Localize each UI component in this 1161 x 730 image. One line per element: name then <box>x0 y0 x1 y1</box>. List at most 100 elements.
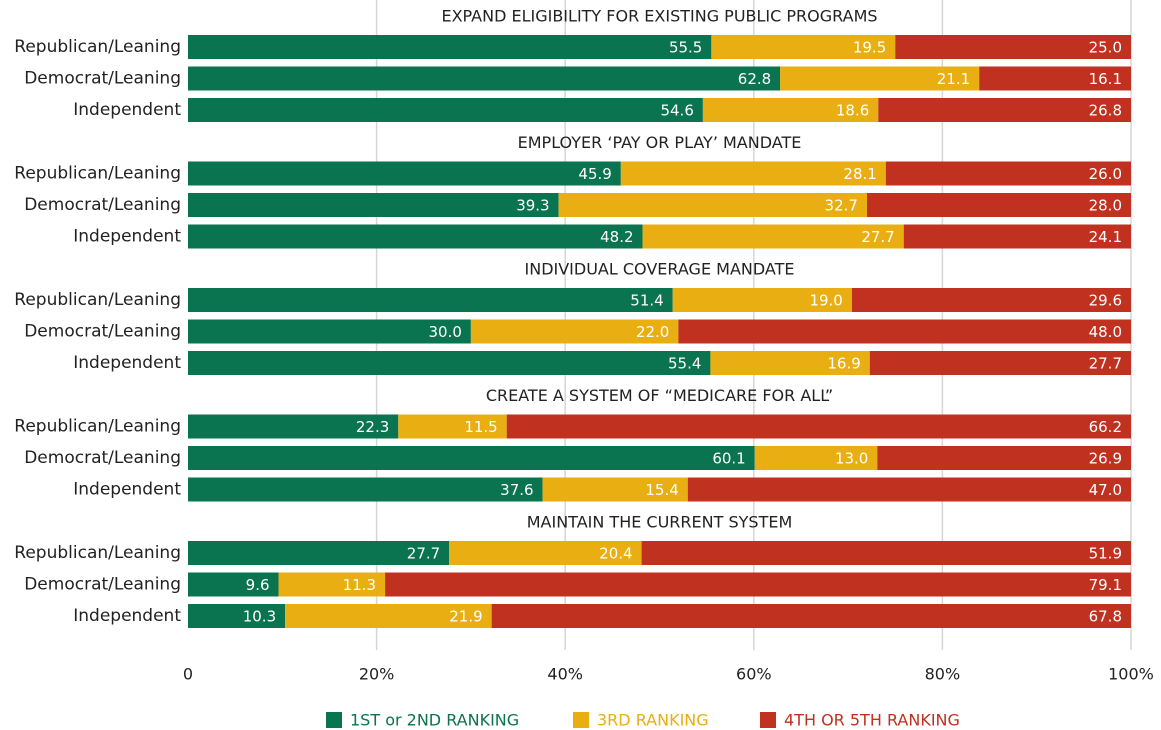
bar-segment <box>188 288 673 312</box>
value-label: 15.4 <box>645 481 678 499</box>
bar-segment <box>470 319 679 344</box>
bar-segment <box>385 572 1131 597</box>
panel-title: MAINTAIN THE CURRENT SYSTEM <box>527 513 793 532</box>
bar-segment <box>672 288 852 312</box>
bar-segment <box>188 66 781 91</box>
value-label: 79.1 <box>1089 576 1122 594</box>
bar-segment <box>678 319 1131 344</box>
category-label: Democrat/Leaning <box>24 575 181 595</box>
bar-segment <box>188 572 279 597</box>
value-label: 48.2 <box>600 228 633 246</box>
value-label: 30.0 <box>428 323 461 341</box>
value-label: 19.5 <box>853 39 886 57</box>
value-label: 9.6 <box>246 576 270 594</box>
bar-segment <box>188 541 450 565</box>
value-label: 21.9 <box>449 608 482 626</box>
bar-segment <box>506 414 1131 439</box>
x-tick-label: 0 <box>183 665 193 684</box>
value-label: 20.4 <box>599 545 632 563</box>
category-label: Republican/Leaning <box>14 543 181 563</box>
category-label: Republican/Leaning <box>14 290 181 310</box>
category-label: Democrat/Leaning <box>24 448 181 468</box>
bar-segment <box>188 161 621 186</box>
bar-segment <box>642 224 904 249</box>
bar-segment <box>188 193 559 217</box>
category-label: Independent <box>73 227 181 247</box>
legend-swatch <box>760 712 776 728</box>
value-label: 62.8 <box>738 70 771 88</box>
x-tick-label: 80% <box>925 665 961 684</box>
bar-segment <box>188 414 399 439</box>
bar-segment <box>188 319 471 344</box>
x-tick-label: 20% <box>359 665 395 684</box>
bar-segment <box>188 477 543 502</box>
legend-swatch <box>573 712 589 728</box>
value-label: 47.0 <box>1089 481 1122 499</box>
bar-segment <box>558 193 867 217</box>
category-label: Republican/Leaning <box>14 164 181 184</box>
panel-title: INDIVIDUAL COVERAGE MANDATE <box>525 260 795 279</box>
value-label: 16.9 <box>827 355 860 373</box>
value-label: 27.7 <box>861 228 894 246</box>
value-label: 10.3 <box>243 608 276 626</box>
bar-segment <box>895 35 1131 59</box>
category-label: Independent <box>73 606 181 626</box>
value-label: 37.6 <box>500 481 533 499</box>
value-label: 24.1 <box>1089 228 1122 246</box>
bar-segment <box>188 351 711 375</box>
value-label: 51.4 <box>630 292 663 310</box>
legend-swatch <box>326 712 342 728</box>
x-tick-label: 40% <box>547 665 583 684</box>
value-label: 26.9 <box>1089 450 1122 468</box>
category-label: Democrat/Leaning <box>24 69 181 89</box>
value-label: 29.6 <box>1089 292 1122 310</box>
panel-title: CREATE A SYSTEM OF “MEDICARE FOR ALL” <box>486 386 833 405</box>
value-label: 60.1 <box>712 450 745 468</box>
value-label: 54.6 <box>660 102 693 120</box>
value-label: 11.5 <box>464 418 497 436</box>
bar-segment <box>620 161 886 186</box>
bar-segment <box>188 35 712 59</box>
value-label: 13.0 <box>835 450 868 468</box>
bar-segment <box>188 224 643 249</box>
bar-segment <box>449 541 642 565</box>
value-label: 28.0 <box>1089 197 1122 215</box>
bar-segment <box>780 66 980 91</box>
legend-label: 1ST or 2ND RANKING <box>350 711 519 730</box>
bar-segment <box>710 351 870 375</box>
panel-title: EMPLOYER ‘PAY OR PLAY’ MANDATE <box>518 133 802 152</box>
value-label: 16.1 <box>1089 70 1122 88</box>
bar-segment <box>885 161 1131 186</box>
category-label: Democrat/Leaning <box>24 322 181 342</box>
category-label: Independent <box>73 100 181 120</box>
bar-segment <box>398 414 507 439</box>
value-label: 27.7 <box>407 545 440 563</box>
legend-label: 3RD RANKING <box>597 711 709 730</box>
value-label: 11.3 <box>343 576 376 594</box>
value-label: 55.4 <box>668 355 701 373</box>
category-label: Independent <box>73 480 181 500</box>
bar-segment <box>851 288 1131 312</box>
value-label: 18.6 <box>836 102 869 120</box>
x-tick-label: 100% <box>1108 665 1154 684</box>
bar-segment <box>188 446 755 470</box>
bar-segment <box>188 98 703 122</box>
value-label: 55.5 <box>669 39 702 57</box>
bar-segment <box>188 604 286 628</box>
category-label: Democrat/Leaning <box>24 195 181 215</box>
value-label: 26.0 <box>1089 165 1122 183</box>
value-label: 25.0 <box>1089 39 1122 57</box>
bar-segment <box>491 604 1131 628</box>
category-label: Republican/Leaning <box>14 37 181 57</box>
value-label: 21.1 <box>937 70 970 88</box>
category-label: Republican/Leaning <box>14 417 181 437</box>
value-label: 45.9 <box>578 165 611 183</box>
bar-segment <box>641 541 1131 565</box>
value-label: 39.3 <box>516 197 549 215</box>
value-label: 26.8 <box>1089 102 1122 120</box>
value-label: 22.3 <box>356 418 389 436</box>
value-label: 51.9 <box>1089 545 1122 563</box>
legend-label: 4TH OR 5TH RANKING <box>784 711 960 730</box>
bar-segment <box>878 98 1131 122</box>
value-label: 27.7 <box>1089 355 1122 373</box>
